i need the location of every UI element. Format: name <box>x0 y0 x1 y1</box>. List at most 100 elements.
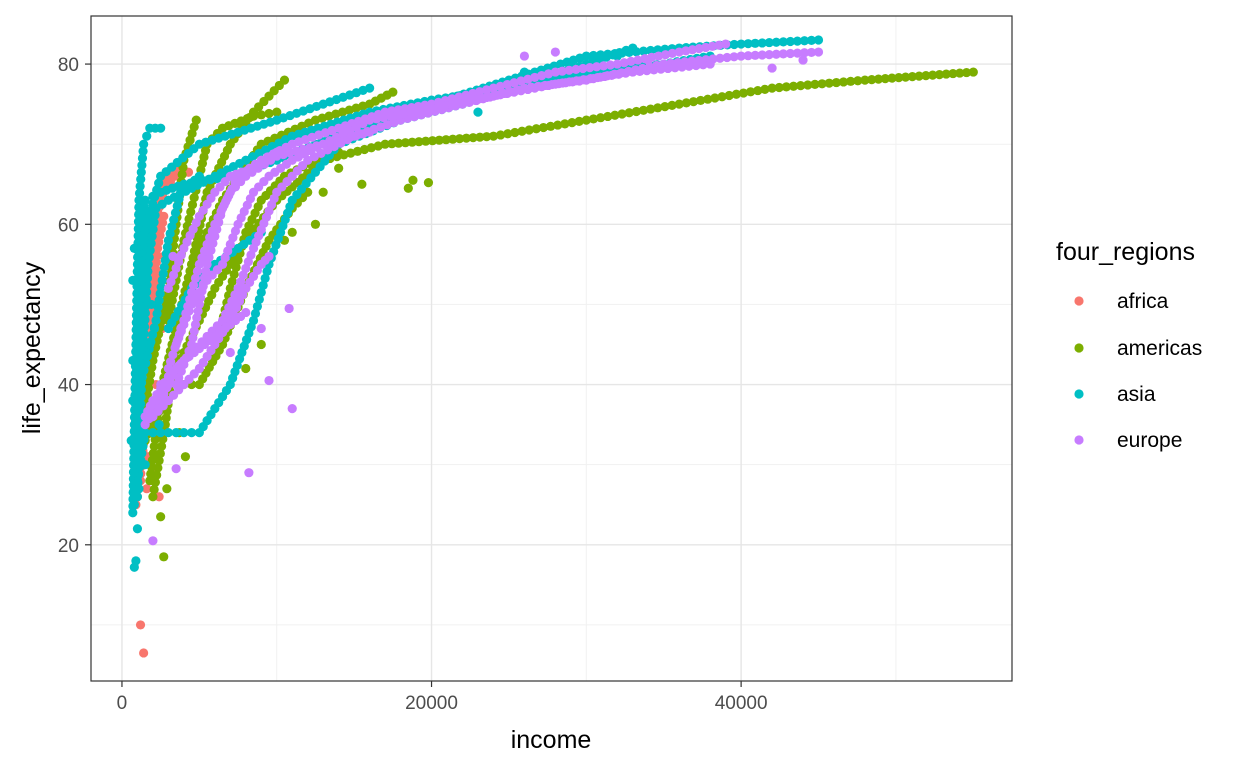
data-point <box>171 428 181 438</box>
legend-title: four_regions <box>1056 238 1195 266</box>
data-point <box>607 70 617 80</box>
data-point <box>571 76 582 86</box>
data-point <box>503 129 513 139</box>
data-point <box>139 139 149 149</box>
data-point <box>670 63 680 73</box>
data-point <box>387 139 397 149</box>
data-point <box>560 119 570 129</box>
data-point <box>149 441 159 451</box>
data-point <box>152 250 162 260</box>
data-point <box>144 376 155 386</box>
data-point <box>448 134 458 144</box>
data-point <box>421 136 431 146</box>
data-point <box>482 132 492 142</box>
data-point <box>495 90 505 100</box>
data-point <box>567 118 577 128</box>
data-point <box>162 484 172 494</box>
data-point <box>813 47 824 57</box>
data-point <box>284 303 294 314</box>
data-point <box>596 113 606 123</box>
data-point <box>574 116 584 126</box>
data-point <box>846 76 856 86</box>
data-point <box>427 136 438 146</box>
data-point <box>388 87 398 97</box>
data-point <box>352 146 363 156</box>
data-point <box>838 77 849 87</box>
data-point <box>646 45 656 56</box>
data-point <box>746 87 756 97</box>
data-point <box>148 224 158 234</box>
data-point <box>626 56 636 67</box>
data-point <box>187 428 197 438</box>
legend-key-africa <box>1074 296 1084 306</box>
data-point <box>571 64 581 75</box>
data-point <box>426 103 437 113</box>
data-point <box>168 251 178 261</box>
data-point <box>880 73 890 84</box>
data-point <box>907 71 917 82</box>
data-point <box>684 61 694 71</box>
data-point <box>581 115 591 125</box>
data-point <box>764 50 774 60</box>
data-point <box>778 37 788 47</box>
data-point <box>225 283 235 294</box>
data-point <box>810 79 820 90</box>
data-point <box>287 227 297 237</box>
data-point <box>148 492 158 502</box>
data-point <box>705 59 715 69</box>
data-point <box>147 231 157 241</box>
data-point <box>717 92 727 102</box>
data-point <box>667 100 677 110</box>
data-point <box>900 72 911 82</box>
data-point <box>817 79 827 89</box>
data-point <box>140 460 150 470</box>
data-point <box>407 137 417 147</box>
x-tick-label: 0 <box>117 693 128 714</box>
data-point <box>614 69 624 79</box>
data-point <box>806 47 817 58</box>
data-point <box>538 122 549 133</box>
data-point <box>440 100 450 111</box>
data-point <box>139 365 149 375</box>
data-point <box>139 648 149 658</box>
data-point <box>233 255 243 265</box>
data-point <box>612 51 622 61</box>
data-point <box>557 78 568 88</box>
data-point <box>628 43 638 53</box>
x-tick-label: 40000 <box>715 693 768 714</box>
legend-key-americas <box>1074 343 1084 353</box>
data-point <box>146 369 156 379</box>
data-point <box>767 63 777 73</box>
data-point <box>128 355 138 366</box>
data-point <box>433 102 444 112</box>
data-point <box>256 323 266 334</box>
data-point <box>146 238 156 248</box>
data-point <box>516 86 526 96</box>
data-point <box>736 51 746 61</box>
data-point <box>420 104 430 115</box>
data-point <box>256 339 266 350</box>
data-point <box>139 329 149 339</box>
data-point <box>610 110 620 120</box>
data-point <box>617 109 627 119</box>
data-point <box>546 121 556 131</box>
data-point <box>171 464 181 474</box>
data-point <box>481 92 492 103</box>
data-point <box>129 500 139 510</box>
data-point <box>151 264 161 274</box>
data-point <box>517 126 527 136</box>
data-point <box>248 111 259 121</box>
data-point <box>495 81 505 91</box>
y-axis: 20 40 60 80 <box>58 55 91 557</box>
data-point <box>287 403 297 414</box>
data-point <box>722 52 732 63</box>
legend-label-europe: europe <box>1117 429 1182 452</box>
data-point <box>149 323 160 334</box>
data-point <box>272 147 282 157</box>
data-point <box>137 160 147 170</box>
data-point <box>948 68 958 79</box>
data-point <box>715 53 725 63</box>
data-point <box>729 52 739 62</box>
data-point <box>578 63 588 74</box>
data-point <box>140 315 150 325</box>
